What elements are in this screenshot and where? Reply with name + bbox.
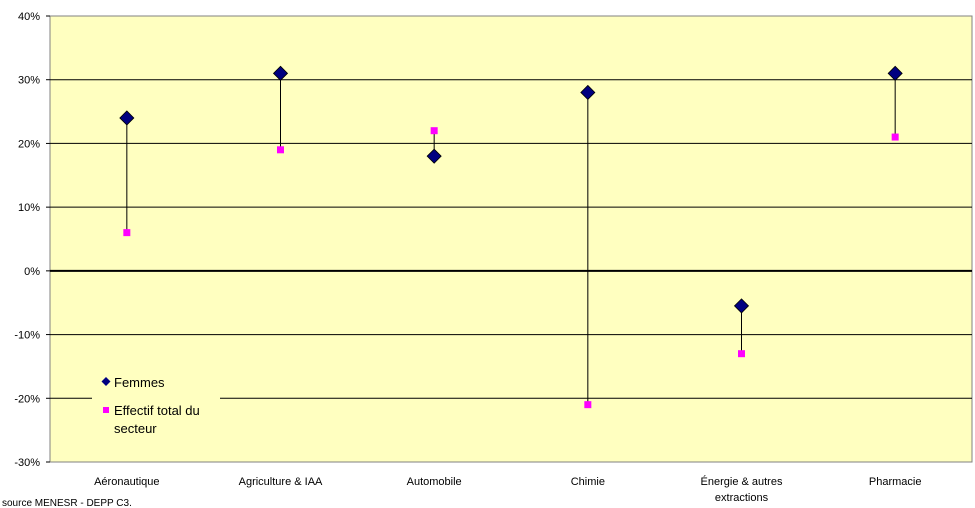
x-category-label: Automobile (407, 476, 462, 488)
femmes-point (426, 148, 442, 164)
data-points (119, 65, 903, 409)
effectif-total-point (277, 146, 284, 154)
legend-label: Effectif total du (114, 403, 200, 418)
legend-marker-effectif (103, 407, 109, 413)
y-axis: -30% -20% -10% 0% 10% 20% 30% 40% (14, 11, 50, 469)
x-category-label: Aéronautique (94, 476, 159, 488)
y-tick-label: -10% (14, 330, 40, 342)
y-tick-label: 40% (18, 11, 40, 23)
femmes-point (119, 110, 135, 126)
effectif-total-point (584, 401, 592, 409)
femmes-point (272, 65, 289, 81)
y-tick-label: 0% (24, 266, 40, 278)
legend: Femmes Effectif total du secteur (92, 367, 220, 447)
femmes-point (580, 84, 596, 101)
x-category-label: Chimie (571, 476, 605, 488)
effectif-total-point (123, 229, 131, 237)
x-category-label: Énergie & autres (701, 475, 783, 488)
legend-box (92, 367, 220, 447)
y-tick-label: -20% (14, 393, 40, 405)
legend-marker-femmes (101, 377, 111, 386)
range-connectors (126, 73, 896, 405)
y-tick-label: 10% (18, 202, 40, 214)
x-category-label: extractions (715, 492, 769, 504)
source-note: source MENESR - DEPP C3. (2, 498, 132, 508)
x-category-label: Agriculture & IAA (239, 476, 323, 488)
legend-label: Femmes (114, 375, 165, 390)
x-category-label: Pharmacie (869, 476, 922, 488)
y-tick-label: -30% (14, 457, 40, 469)
y-tick-label: 30% (18, 75, 40, 87)
y-tick-label: 20% (18, 138, 40, 150)
femmes-point (887, 65, 903, 81)
effectif-total-point (738, 350, 745, 358)
effectif-total-point (891, 133, 899, 141)
effectif-total-point (430, 127, 438, 135)
femmes-point (733, 298, 750, 314)
x-axis: Aéronautique Agriculture & IAA Automobile C… (94, 475, 921, 504)
legend-label: secteur (114, 421, 157, 436)
